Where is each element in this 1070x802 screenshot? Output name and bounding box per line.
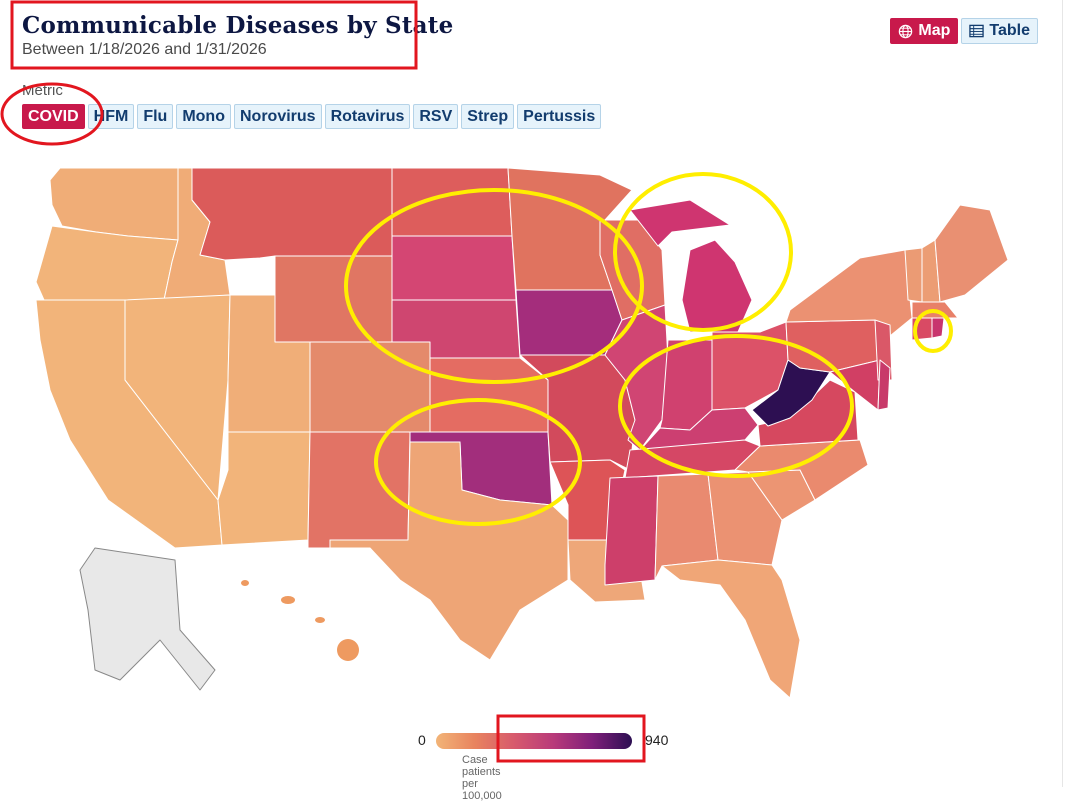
metric-button-strep[interactable]: Strep <box>461 104 515 129</box>
state-connecticut[interactable] <box>911 317 933 341</box>
state-colorado[interactable] <box>309 341 431 433</box>
metric-button-norovirus[interactable]: Norovirus <box>233 104 322 129</box>
state-iowa[interactable] <box>515 289 623 356</box>
state-arizona[interactable] <box>217 431 311 546</box>
table-view-button[interactable]: Table <box>961 18 1038 44</box>
legend-max-label: 940 <box>645 732 669 748</box>
legend-min-label: 0 <box>418 732 426 748</box>
state-vermont[interactable] <box>904 247 923 303</box>
state-delaware[interactable] <box>877 359 891 411</box>
table-icon <box>969 24 985 38</box>
metric-button-flu[interactable]: Flu <box>137 104 174 129</box>
state-hawaii[interactable] <box>241 580 359 661</box>
map-view-label: Map <box>918 22 951 39</box>
state-alaska[interactable] <box>79 547 216 691</box>
us-choropleth-map <box>35 167 1009 699</box>
state-new-mexico[interactable] <box>307 431 411 549</box>
map-view-button[interactable]: Map <box>890 18 959 44</box>
state-montana[interactable] <box>191 167 393 261</box>
state-north-dakota[interactable] <box>391 167 513 237</box>
state-rhode-island[interactable] <box>931 317 945 339</box>
state-new-jersey[interactable] <box>874 319 893 381</box>
view-toggle: Map Table <box>890 18 1038 44</box>
state-mississippi[interactable] <box>604 475 659 586</box>
state-florida[interactable] <box>661 559 801 699</box>
metric-button-mono[interactable]: Mono <box>176 104 231 129</box>
legend-gradient-bar <box>436 733 632 749</box>
legend-caption: Case patients per 100,000 <box>462 754 502 802</box>
metric-button-rotavirus[interactable]: Rotavirus <box>324 104 411 129</box>
state-south-dakota[interactable] <box>391 235 517 301</box>
state-kansas[interactable] <box>429 357 549 433</box>
metric-button-rsv[interactable]: RSV <box>413 104 459 129</box>
table-view-label: Table <box>989 22 1030 39</box>
state-maine[interactable] <box>934 204 1009 303</box>
metric-button-pertussis[interactable]: Pertussis <box>517 104 602 129</box>
state-massachusetts[interactable] <box>911 301 959 319</box>
state-new-york[interactable] <box>785 249 913 341</box>
state-wyoming[interactable] <box>274 255 393 343</box>
globe-icon <box>899 24 913 38</box>
state-nevada[interactable] <box>124 294 231 501</box>
